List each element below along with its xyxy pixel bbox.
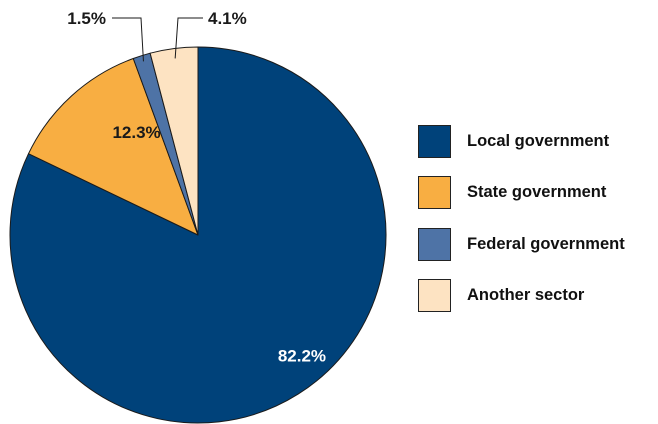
legend: Local government State government Federa… (418, 124, 625, 330)
leader-line-another-sector (174, 17, 203, 59)
legend-item-local-government: Local government (418, 124, 625, 158)
label-leader-lines (112, 17, 203, 62)
slice-labels: 82.2% 12.3% 1.5% 4.1% (67, 9, 326, 366)
legend-item-another-sector: Another sector (418, 279, 625, 313)
pie-slices (9, 46, 387, 424)
legend-swatch-state-government (418, 176, 451, 209)
leader-line-federal-government (112, 17, 144, 62)
legend-item-state-government: State government (418, 176, 625, 210)
legend-label-state-government: State government (467, 183, 607, 201)
pie-slice-state-government (27, 57, 199, 236)
slice-label-state-government: 12.3% (112, 123, 160, 142)
legend-swatch-another-sector (418, 279, 451, 312)
pie-slice-another-sector (149, 46, 199, 236)
legend-swatch-local-government (418, 124, 451, 158)
slice-label-federal-government: 1.5% (67, 9, 106, 28)
slice-label-local-government: 82.2% (278, 347, 326, 366)
legend-label-another-sector: Another sector (467, 286, 585, 304)
legend-label-local-government: Local government (467, 131, 610, 150)
legend-label-federal-government: Federal government (467, 234, 625, 253)
legend-swatch-federal-government (418, 227, 451, 261)
legend-item-federal-government: Federal government (418, 227, 625, 261)
slice-label-another-sector: 4.1% (208, 9, 247, 28)
